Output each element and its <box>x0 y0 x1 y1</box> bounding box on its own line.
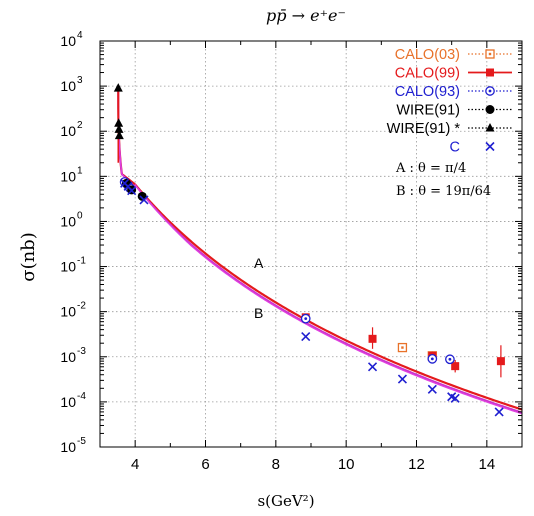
y-tick-exponent: -2 <box>77 301 86 312</box>
data-point-dot <box>448 357 452 361</box>
y-tick-label: 10 <box>60 349 76 365</box>
data-point <box>397 342 408 353</box>
legend-label: CALO(03) <box>395 47 460 63</box>
y-tick-exponent: 4 <box>77 30 83 41</box>
data-point <box>113 83 123 92</box>
y-tick-exponent: -3 <box>77 346 86 357</box>
legend-marker-dot <box>488 89 492 93</box>
data-point-shape <box>114 130 124 140</box>
x-tick-label: 10 <box>338 456 355 473</box>
angle-b-annotation: B : θ = 19π/64 <box>396 184 491 199</box>
y-tick-label: 10 <box>60 304 76 320</box>
data-point-shape <box>368 334 377 343</box>
legend-label: CALO(93) <box>395 84 460 100</box>
y-tick-label: 10 <box>60 213 76 229</box>
y-tick-exponent: 1 <box>77 165 83 176</box>
legend-label: WIRE(91) * <box>387 121 461 137</box>
chart-title: pp̄ → e⁺e⁻ <box>266 6 346 25</box>
curve-b-label: B <box>254 305 263 321</box>
y-tick-label: 10 <box>60 168 76 184</box>
legend-marker <box>485 105 495 114</box>
data-point <box>494 407 504 417</box>
data-point-stroke <box>139 195 149 205</box>
y-tick-exponent: -5 <box>77 436 86 447</box>
x-axis-label: s(GeV²) <box>257 492 314 510</box>
y-tick-label: 10 <box>60 78 76 94</box>
data-point <box>368 334 377 343</box>
data-point <box>451 362 460 371</box>
y-tick-exponent: -4 <box>77 391 86 402</box>
data-point <box>427 353 438 364</box>
data-point-stroke <box>427 384 437 394</box>
data-point <box>450 393 460 403</box>
data-point-shape <box>451 362 460 371</box>
data-point <box>367 362 378 372</box>
legend-marker-dot <box>488 52 492 56</box>
legend-marker-shape <box>486 68 494 77</box>
legend-label: C <box>450 140 460 156</box>
y-tick-exponent: 3 <box>77 75 83 86</box>
y-tick-label: 10 <box>60 33 76 49</box>
data-point <box>114 130 124 140</box>
x-tick-label: 12 <box>408 456 425 473</box>
legend-marker-stroke <box>485 141 495 152</box>
y-axis-label: σ(nb) <box>18 232 39 281</box>
data-point-stroke <box>397 374 407 384</box>
data-points <box>113 83 505 417</box>
data-point-shape <box>114 118 124 127</box>
data-point-dot <box>304 317 308 321</box>
data-point-stroke <box>447 392 457 402</box>
data-point-dot <box>401 346 404 349</box>
data-point <box>427 384 437 394</box>
y-tick-label: 10 <box>60 259 76 275</box>
y-tick-exponent: 0 <box>77 210 83 221</box>
data-point <box>397 374 407 384</box>
legend-marker-shape <box>485 123 495 132</box>
data-point <box>114 124 124 133</box>
curve-a-label: A <box>254 255 264 271</box>
legend-marker <box>485 49 495 59</box>
legend: CALO(03) CALO(99) CALO(93) WIRE(91) WIRE(91)… <box>387 47 512 156</box>
data-point <box>127 186 137 196</box>
data-point <box>139 195 149 205</box>
data-point-shape <box>496 357 505 366</box>
x-tick-label: 4 <box>131 456 139 473</box>
y-tick-label: 10 <box>60 123 76 139</box>
legend-marker-shape <box>485 105 495 114</box>
y-tick-exponent: -1 <box>77 256 86 267</box>
data-point <box>445 354 455 365</box>
data-point-stroke <box>127 186 137 196</box>
y-tick-exponent: 2 <box>77 120 83 131</box>
legend-marker <box>485 141 495 152</box>
data-point-stroke <box>450 393 460 403</box>
data-point-stroke <box>301 332 311 342</box>
data-point <box>300 313 311 324</box>
legend-label: CALO(99) <box>395 66 460 82</box>
y-tick-label: 10 <box>60 439 76 455</box>
data-point-shape <box>113 83 123 92</box>
x-tick-label: 6 <box>201 456 209 473</box>
data-point-stroke <box>494 407 504 417</box>
data-point <box>114 118 124 127</box>
data-point-stroke <box>367 362 378 372</box>
x-tick-label: 8 <box>272 456 280 473</box>
legend-marker <box>486 68 494 77</box>
x-tick-label: 14 <box>478 456 495 473</box>
legend-marker <box>485 86 495 96</box>
data-point-shape <box>114 124 124 133</box>
data-point-dot <box>430 357 434 361</box>
angle-a-annotation: A : θ = π/4 <box>395 161 466 176</box>
legend-label: WIRE(91) <box>396 103 460 119</box>
data-point <box>301 332 311 342</box>
legend-marker <box>485 123 495 132</box>
y-tick-label: 10 <box>60 394 76 410</box>
data-point <box>496 357 505 366</box>
